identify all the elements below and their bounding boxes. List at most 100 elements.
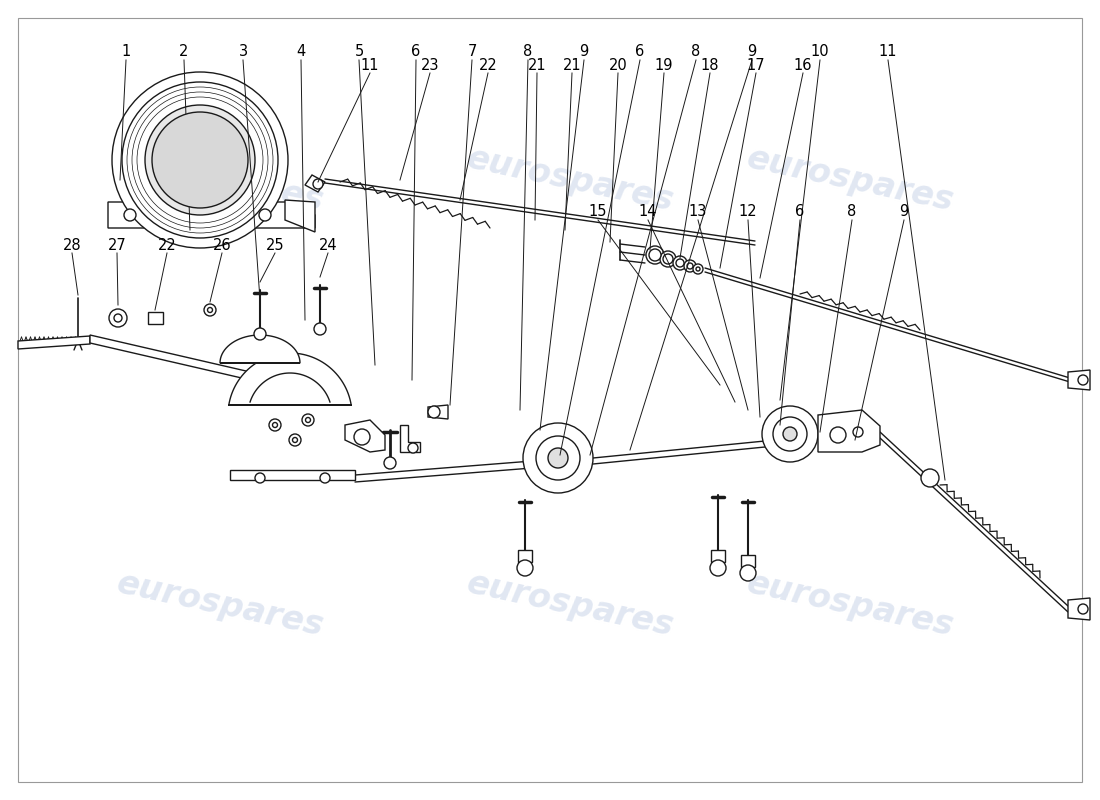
Circle shape xyxy=(293,438,297,442)
Circle shape xyxy=(354,429,370,445)
Circle shape xyxy=(710,560,726,576)
Text: 8: 8 xyxy=(847,205,857,219)
Circle shape xyxy=(676,259,684,267)
Text: 17: 17 xyxy=(747,58,766,73)
Circle shape xyxy=(112,72,288,248)
Polygon shape xyxy=(345,420,385,452)
Polygon shape xyxy=(741,555,755,567)
Circle shape xyxy=(783,427,798,441)
Circle shape xyxy=(208,307,212,313)
Polygon shape xyxy=(90,335,285,388)
Text: 25: 25 xyxy=(266,238,284,253)
Circle shape xyxy=(258,209,271,221)
Text: 2: 2 xyxy=(179,45,189,59)
Circle shape xyxy=(663,254,673,264)
Text: 6: 6 xyxy=(636,45,645,59)
Text: 12: 12 xyxy=(739,205,757,219)
Text: 4: 4 xyxy=(296,45,306,59)
Circle shape xyxy=(673,256,688,270)
Circle shape xyxy=(302,414,313,426)
Text: 8: 8 xyxy=(524,45,532,59)
Circle shape xyxy=(152,112,248,208)
Polygon shape xyxy=(108,202,315,228)
Text: 16: 16 xyxy=(794,58,812,73)
Text: 14: 14 xyxy=(639,205,658,219)
Text: 3: 3 xyxy=(239,45,248,59)
Circle shape xyxy=(314,323,326,335)
Polygon shape xyxy=(818,410,880,452)
Circle shape xyxy=(160,209,170,221)
Text: eurospares: eurospares xyxy=(744,567,957,643)
Text: 26: 26 xyxy=(212,238,231,253)
Polygon shape xyxy=(18,336,90,349)
Polygon shape xyxy=(428,405,448,419)
Circle shape xyxy=(548,448,568,468)
Text: 9: 9 xyxy=(580,45,588,59)
Circle shape xyxy=(852,427,864,437)
Polygon shape xyxy=(148,312,163,324)
Circle shape xyxy=(522,423,593,493)
Circle shape xyxy=(649,249,661,261)
Text: 5: 5 xyxy=(354,45,364,59)
Circle shape xyxy=(762,406,818,462)
Polygon shape xyxy=(711,550,725,562)
Circle shape xyxy=(306,418,310,422)
Circle shape xyxy=(830,427,846,443)
Text: 22: 22 xyxy=(478,58,497,73)
Circle shape xyxy=(408,443,418,453)
Text: 27: 27 xyxy=(108,238,126,253)
Circle shape xyxy=(688,263,693,269)
Polygon shape xyxy=(305,175,324,192)
Circle shape xyxy=(693,264,703,274)
Text: 8: 8 xyxy=(692,45,701,59)
Circle shape xyxy=(646,246,664,264)
Circle shape xyxy=(517,560,534,576)
Text: 7: 7 xyxy=(468,45,476,59)
Circle shape xyxy=(1078,604,1088,614)
Circle shape xyxy=(536,436,580,480)
Circle shape xyxy=(740,565,756,581)
Text: 23: 23 xyxy=(420,58,439,73)
Text: 22: 22 xyxy=(157,238,176,253)
Circle shape xyxy=(696,267,700,271)
Polygon shape xyxy=(230,470,355,480)
Circle shape xyxy=(289,434,301,446)
Text: 21: 21 xyxy=(528,58,547,73)
Circle shape xyxy=(320,473,330,483)
Circle shape xyxy=(384,457,396,469)
Polygon shape xyxy=(220,335,300,363)
Circle shape xyxy=(273,422,277,427)
Text: 9: 9 xyxy=(900,205,909,219)
Text: 28: 28 xyxy=(63,238,81,253)
Text: 18: 18 xyxy=(701,58,719,73)
Text: 13: 13 xyxy=(689,205,707,219)
Polygon shape xyxy=(229,353,351,406)
Circle shape xyxy=(122,82,278,238)
Circle shape xyxy=(204,209,216,221)
Circle shape xyxy=(270,419,280,431)
Text: eurospares: eurospares xyxy=(463,567,676,643)
Circle shape xyxy=(124,209,136,221)
Text: 24: 24 xyxy=(319,238,338,253)
Polygon shape xyxy=(285,200,315,232)
Text: 11: 11 xyxy=(361,58,379,73)
Circle shape xyxy=(773,417,807,451)
Text: 15: 15 xyxy=(588,205,607,219)
Text: 11: 11 xyxy=(879,45,898,59)
Text: 21: 21 xyxy=(563,58,581,73)
Text: 20: 20 xyxy=(608,58,627,73)
Circle shape xyxy=(254,328,266,340)
Text: eurospares: eurospares xyxy=(744,142,957,218)
Circle shape xyxy=(428,406,440,418)
Text: eurospares: eurospares xyxy=(113,142,327,218)
Text: 9: 9 xyxy=(747,45,757,59)
Circle shape xyxy=(204,304,216,316)
Polygon shape xyxy=(400,425,420,452)
Circle shape xyxy=(1078,375,1088,385)
Circle shape xyxy=(145,105,255,215)
Polygon shape xyxy=(518,550,532,562)
Circle shape xyxy=(314,179,323,189)
Circle shape xyxy=(114,314,122,322)
Text: 6: 6 xyxy=(795,205,804,219)
Circle shape xyxy=(660,251,676,267)
